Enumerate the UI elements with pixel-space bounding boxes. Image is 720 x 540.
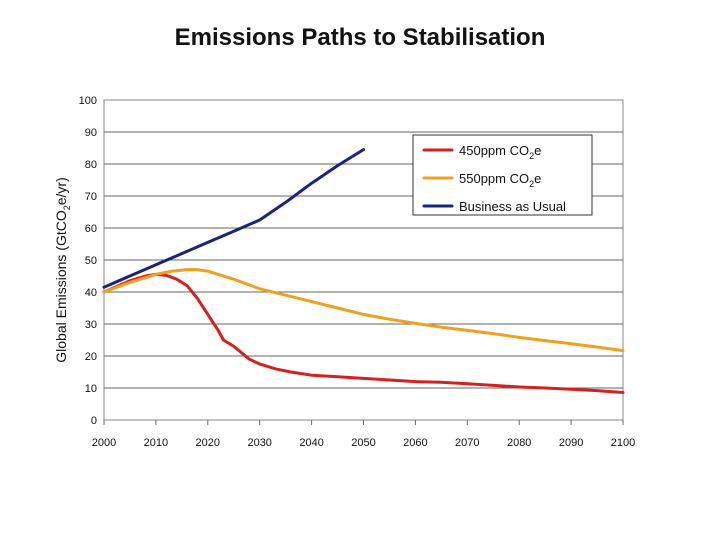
x-tick-label: 2040 (299, 437, 323, 449)
x-axis-ticks: 2000 2010 2020 2030 2040 2050 2060 2070 2080 2090… (92, 420, 635, 449)
x-tick-label: 2010 (144, 437, 168, 449)
legend-label: Business as Usual (459, 199, 566, 214)
gridlines (104, 131, 623, 389)
y-tick-label: 90 (85, 127, 97, 139)
x-tick-label: 2070 (455, 437, 479, 449)
legend-label: 550ppm CO2e (459, 171, 541, 189)
y-tick-label: 0 (91, 415, 97, 427)
x-tick-label: 2020 (196, 437, 220, 449)
series-lines (102, 148, 625, 394)
y-tick-label: 30 (85, 319, 97, 331)
legend: 450ppm CO2e 550ppm CO2e Business as Usual (412, 134, 593, 216)
legend-label: 450ppm CO2e (459, 143, 541, 161)
y-tick-label: 100 (79, 95, 97, 107)
series-line-1 (102, 272, 625, 394)
chart-title: Emissions Paths to Stabilisation (174, 24, 546, 51)
x-tick-label: 2100 (611, 437, 635, 449)
x-tick-label: 2050 (351, 437, 375, 449)
x-tick-label: 2080 (507, 437, 531, 449)
y-axis-label-sub: 2 (62, 205, 72, 210)
y-axis-label-pre: Global Emissions (GtCO (53, 210, 69, 363)
y-axis-label-post: e/yr) (53, 177, 69, 205)
legend-box (412, 134, 593, 216)
x-tick-label: 2060 (403, 437, 427, 449)
series-line-2 (102, 268, 625, 353)
x-tick-label: 2000 (92, 437, 116, 449)
y-axis-label: Global Emissions (GtCO2e/yr) (53, 177, 72, 363)
y-tick-label: 20 (85, 351, 97, 363)
y-axis-ticks: 0 10 20 30 40 50 60 70 80 90 100 (79, 95, 97, 427)
y-tick-label: 10 (85, 383, 97, 395)
x-tick-label: 2030 (247, 437, 271, 449)
x-tick-label: 2090 (559, 437, 583, 449)
y-tick-label: 40 (85, 287, 97, 299)
y-tick-label: 50 (85, 255, 97, 267)
series-line-3 (102, 148, 365, 289)
y-tick-label: 60 (85, 223, 97, 235)
y-tick-label: 70 (85, 191, 97, 203)
y-tick-label: 80 (85, 159, 97, 171)
